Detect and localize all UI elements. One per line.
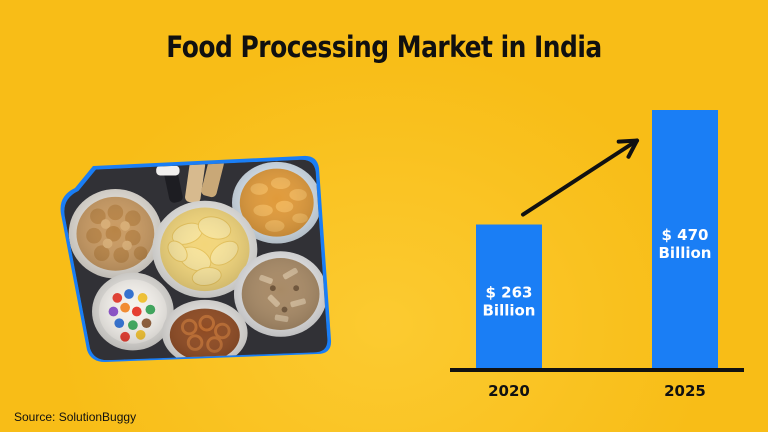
- trend-arrow-head: [616, 138, 639, 159]
- x-tick-label-2020: 2020: [488, 382, 530, 400]
- pretzel-bowl: [162, 299, 248, 361]
- puffs-bowl: [232, 161, 322, 244]
- trend-arrow-line: [521, 138, 639, 217]
- bar-value-label-2025: $ 470 Billion: [659, 226, 712, 262]
- bar-value-label-2020: $ 263 Billion: [483, 283, 536, 319]
- bar-2025: [652, 110, 718, 370]
- wafer-sticks: [156, 159, 224, 203]
- chart-title: Food Processing Market in India: [166, 30, 602, 64]
- x-tick-label-2025: 2025: [664, 382, 706, 400]
- source-note: Source: SolutionBuggy: [14, 410, 137, 424]
- bar-2020: [476, 224, 542, 370]
- bar-chart: $ 263 Billion 2020 $ 470 Billion 2025: [450, 110, 744, 400]
- mixed-snack-bowl: [233, 251, 328, 337]
- crackers-bowl: [68, 189, 163, 279]
- chips-bowl: [152, 200, 258, 298]
- snack-bowls-photo: [60, 155, 332, 362]
- candy-bowl: [92, 272, 174, 351]
